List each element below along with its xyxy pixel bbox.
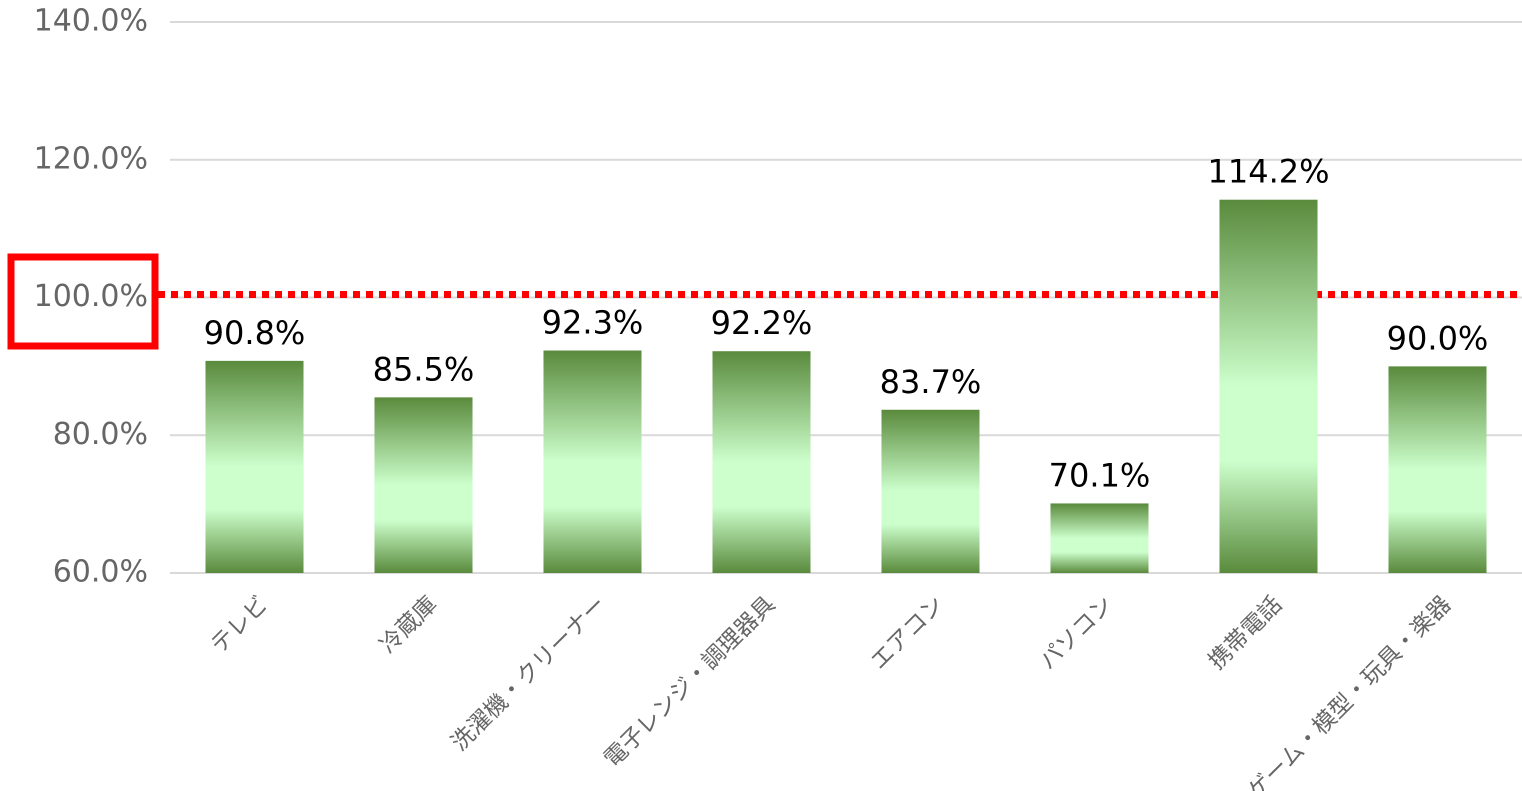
bar <box>1219 199 1318 573</box>
y-tick-label: 140.0% <box>34 4 148 39</box>
x-tick-label: 携帯電話 <box>1204 591 1287 674</box>
bar <box>374 397 473 573</box>
bar <box>543 350 642 573</box>
y-tick-label: 100.0% <box>34 279 148 314</box>
value-label: 90.8% <box>204 314 306 352</box>
y-tick-label: 80.0% <box>53 417 148 452</box>
value-label: 92.3% <box>542 304 644 342</box>
y-tick-label: 60.0% <box>53 555 148 590</box>
bar <box>1050 503 1149 573</box>
y-tick-label: 120.0% <box>34 141 148 176</box>
value-label: 114.2% <box>1207 153 1329 191</box>
value-label: 90.0% <box>1387 319 1489 357</box>
x-tick-label: エアコン <box>866 591 949 674</box>
x-tick-label: 冷蔵庫 <box>375 591 442 658</box>
value-label: 70.1% <box>1049 456 1151 494</box>
x-tick-label: パソコン <box>1035 591 1118 674</box>
bar <box>205 360 304 573</box>
highlight-box <box>7 253 159 350</box>
value-label: 83.7% <box>880 363 982 401</box>
value-label: 85.5% <box>373 350 475 388</box>
bar <box>881 409 980 573</box>
x-tick-label: 洗濯機・クリーナー <box>447 591 612 756</box>
value-label: 92.2% <box>711 304 813 342</box>
bar <box>712 351 811 573</box>
bar <box>1388 366 1487 573</box>
x-tick-label: テレビ <box>206 591 273 658</box>
x-tick-label: 電子レンジ・調理器具 <box>599 591 780 772</box>
